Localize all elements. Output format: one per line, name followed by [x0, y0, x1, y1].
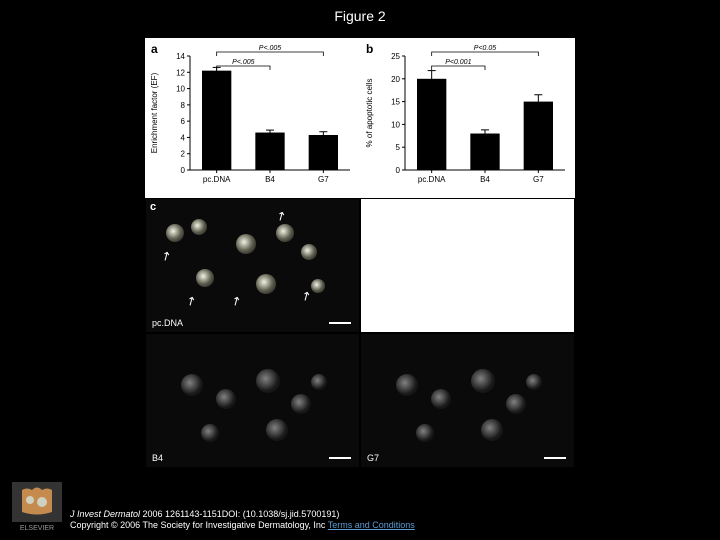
- panel-c-label: c: [150, 201, 156, 213]
- svg-text:25: 25: [391, 52, 400, 61]
- cell: [311, 279, 325, 293]
- cell: [291, 394, 311, 414]
- svg-text:% of apoptotic cells: % of apoptotic cells: [365, 79, 374, 148]
- cell: [166, 224, 184, 242]
- figure-panels: a 0 2 4 6 8 10 12 14 Enrichment factor (EF) pc.DN…: [145, 38, 575, 468]
- cell: [481, 419, 503, 441]
- cell: [396, 374, 418, 396]
- svg-text:B4: B4: [265, 175, 275, 184]
- cell: [276, 224, 294, 242]
- svg-text:12: 12: [176, 68, 185, 77]
- svg-text:Enrichment factor (EF): Enrichment factor (EF): [150, 72, 159, 153]
- micro-row-2: B4 G7: [145, 333, 575, 468]
- svg-text:0: 0: [396, 166, 401, 175]
- svg-text:pc.DNA: pc.DNA: [418, 175, 446, 184]
- elsevier-logo: ELSEVIER: [12, 482, 62, 532]
- svg-text:15: 15: [391, 98, 400, 107]
- micro-c3: B4: [145, 333, 360, 468]
- cell: [196, 269, 214, 287]
- svg-text:8: 8: [181, 101, 186, 110]
- panel-b-label: b: [366, 42, 373, 56]
- svg-text:10: 10: [176, 85, 185, 94]
- svg-text:5: 5: [396, 143, 401, 152]
- cell: [236, 234, 256, 254]
- svg-text:P<0.05: P<0.05: [474, 45, 496, 52]
- svg-text:4: 4: [181, 133, 186, 142]
- cell: [301, 244, 317, 260]
- svg-text:G7: G7: [533, 175, 544, 184]
- micro-row-1: c pc.DNA↗↗↗↗↗: [145, 198, 575, 333]
- micro-c2-empty: [360, 198, 575, 333]
- svg-text:pc.DNA: pc.DNA: [203, 175, 231, 184]
- micro-label: pc.DNA: [152, 318, 183, 328]
- cell: [506, 394, 526, 414]
- journal-name: J Invest Dermatol: [70, 509, 140, 519]
- cell: [216, 389, 236, 409]
- svg-text:P<0.001: P<0.001: [445, 59, 471, 66]
- citation: J Invest Dermatol 2006 1261143-1151DOI: …: [70, 509, 415, 532]
- chart-a: a 0 2 4 6 8 10 12 14 Enrichment factor (EF) pc.DN…: [145, 38, 360, 198]
- cell: [311, 374, 327, 390]
- citation-text: 2006 1261143-1151DOI: (10.1038/sj.jid.57…: [140, 509, 339, 519]
- figure-title: Figure 2: [334, 8, 385, 24]
- copyright-text: Copyright © 2006 The Society for Investi…: [70, 520, 328, 530]
- cell: [416, 424, 434, 442]
- chart-row: a 0 2 4 6 8 10 12 14 Enrichment factor (EF) pc.DN…: [145, 38, 575, 198]
- svg-text:ELSEVIER: ELSEVIER: [20, 525, 54, 532]
- cell: [471, 369, 495, 393]
- cell: [256, 369, 280, 393]
- svg-text:14: 14: [176, 52, 185, 61]
- terms-link[interactable]: Terms and Conditions: [328, 520, 415, 530]
- scale-bar: [329, 457, 351, 459]
- arrow-icon: ↗: [183, 292, 199, 309]
- svg-text:G7: G7: [318, 175, 329, 184]
- cell: [256, 274, 276, 294]
- svg-text:2: 2: [181, 150, 186, 159]
- micro-c4: G7: [360, 333, 575, 468]
- arrow-icon: ↗: [228, 292, 244, 309]
- chart-b: b 0 5 10 15 20 25 % of apoptotic cells pc.DNA B4…: [360, 38, 575, 198]
- micro-label: G7: [367, 453, 379, 463]
- scale-bar: [544, 457, 566, 459]
- micro-c1: c pc.DNA↗↗↗↗↗: [145, 198, 360, 333]
- cell: [201, 424, 219, 442]
- svg-text:B4: B4: [480, 175, 490, 184]
- svg-text:6: 6: [181, 117, 186, 126]
- svg-text:0: 0: [181, 166, 186, 175]
- cell: [191, 219, 207, 235]
- svg-text:P<.005: P<.005: [259, 45, 281, 52]
- svg-text:P<.005: P<.005: [232, 59, 254, 66]
- cell: [181, 374, 203, 396]
- scale-bar: [329, 322, 351, 324]
- cell: [266, 419, 288, 441]
- panel-a-label: a: [151, 42, 158, 56]
- cell: [431, 389, 451, 409]
- arrow-icon: ↗: [273, 207, 289, 224]
- footer: ELSEVIER J Invest Dermatol 2006 1261143-…: [12, 482, 708, 532]
- svg-text:10: 10: [391, 120, 400, 129]
- arrow-icon: ↗: [158, 247, 174, 264]
- svg-text:20: 20: [391, 75, 400, 84]
- micro-label: B4: [152, 453, 163, 463]
- cell: [526, 374, 542, 390]
